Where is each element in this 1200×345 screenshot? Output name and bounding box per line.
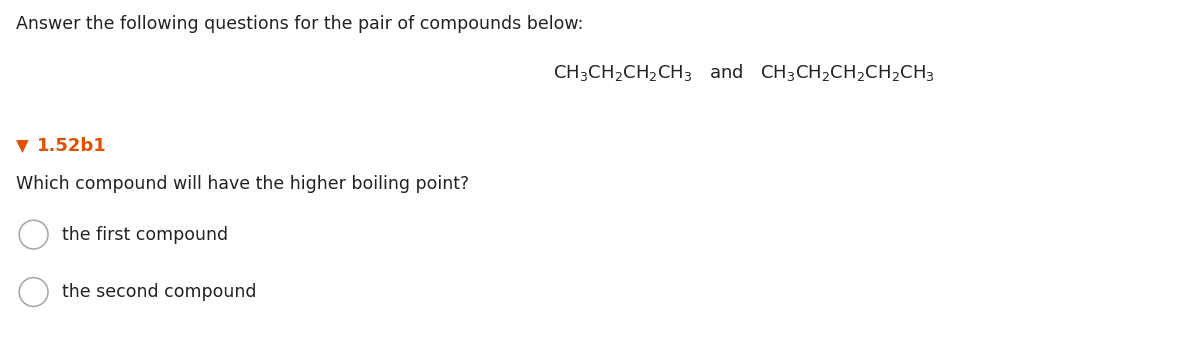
Text: the first compound: the first compound	[62, 226, 228, 244]
Text: Answer the following questions for the pair of compounds below:: Answer the following questions for the p…	[16, 15, 583, 33]
Text: the second compound: the second compound	[62, 283, 257, 301]
Text: Which compound will have the higher boiling point?: Which compound will have the higher boil…	[16, 175, 469, 193]
Text: 1.52b1: 1.52b1	[37, 137, 107, 156]
Text: CH$_3$CH$_2$CH$_2$CH$_3$   and   CH$_3$CH$_2$CH$_2$CH$_2$CH$_3$: CH$_3$CH$_2$CH$_2$CH$_3$ and CH$_3$CH$_2…	[553, 61, 935, 82]
Text: ▼: ▼	[16, 137, 29, 156]
